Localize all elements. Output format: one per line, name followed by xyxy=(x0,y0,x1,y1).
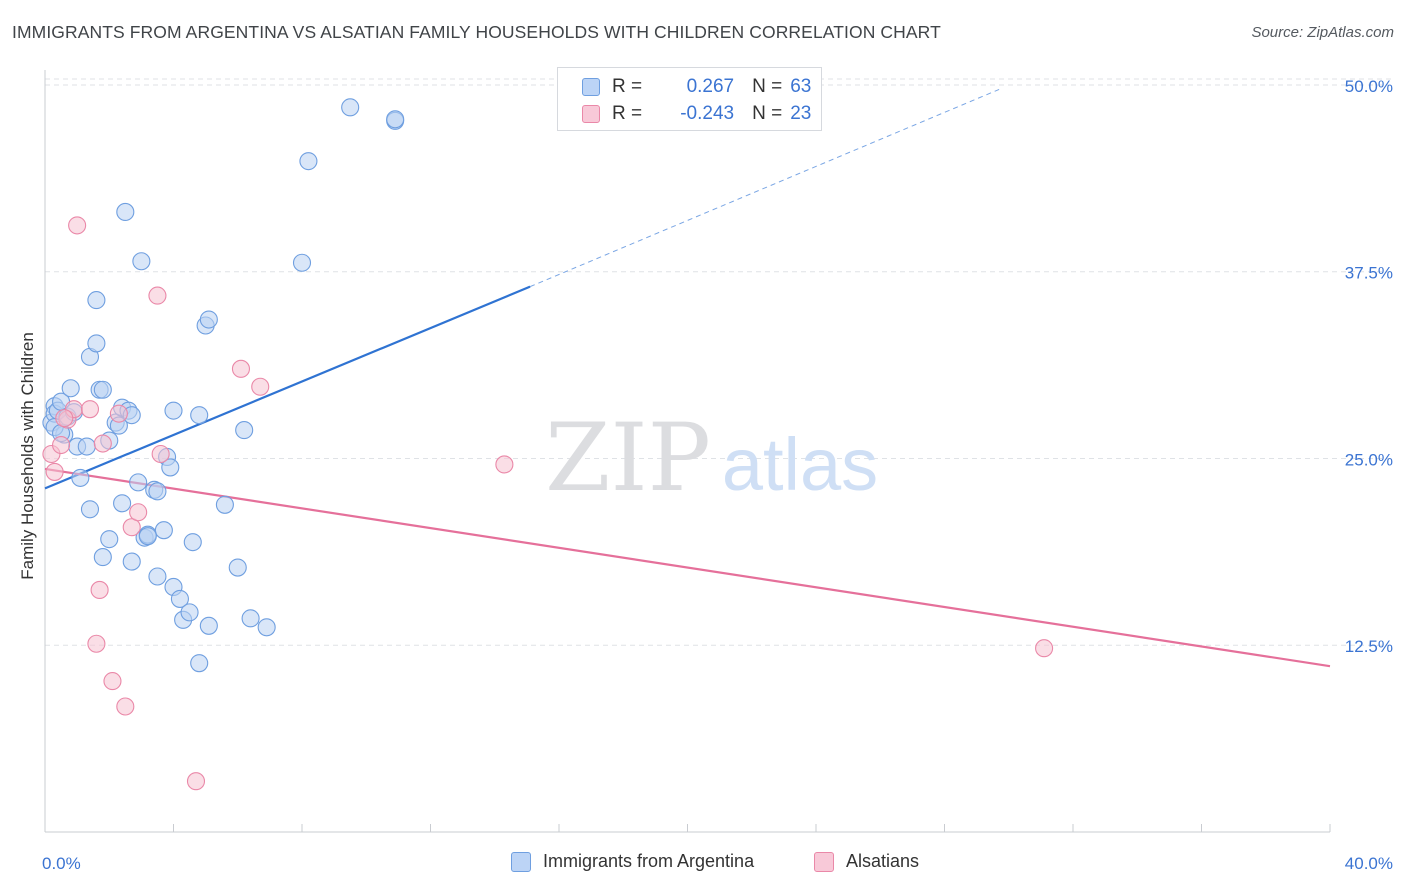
argentina-point xyxy=(161,458,180,477)
r-label: R = xyxy=(612,76,643,97)
argentina-point xyxy=(87,291,106,310)
y-tick-label: 50.0% xyxy=(1345,77,1393,96)
legend-swatch-pink xyxy=(582,105,600,123)
argentina-point xyxy=(80,500,100,519)
argentina-point xyxy=(148,482,167,501)
legend-swatch-blue xyxy=(582,78,600,96)
argentina-point xyxy=(129,473,148,492)
argentina-point xyxy=(113,494,132,513)
argentina-point xyxy=(61,379,80,398)
argentina-point xyxy=(199,310,218,329)
alsatian-point xyxy=(80,400,100,419)
n-value: 63 xyxy=(790,76,812,97)
argentina-trendline-extension xyxy=(529,88,1000,288)
legend-item-alsatians: Alsatians xyxy=(814,851,919,872)
argentina-point xyxy=(241,609,260,628)
argentina-point xyxy=(164,401,183,420)
argentina-point xyxy=(299,152,318,171)
alsatian-point xyxy=(55,409,74,428)
argentina-point xyxy=(116,202,135,221)
alsatian-point xyxy=(186,772,206,791)
argentina-point xyxy=(93,380,112,399)
gridlines xyxy=(45,78,1392,646)
alsatian-point xyxy=(93,434,112,453)
alsatian-point xyxy=(151,444,170,464)
alsatian-point xyxy=(109,404,128,423)
legend-label-alsatians: Alsatians xyxy=(846,851,920,871)
argentina-point xyxy=(180,603,199,622)
alsatian-point xyxy=(129,503,148,522)
argentina-point xyxy=(138,527,157,546)
argentina-point xyxy=(132,252,151,271)
watermark-atlas: atlas xyxy=(722,423,878,506)
alsatian-point xyxy=(251,377,270,396)
alsatian-point xyxy=(90,580,109,600)
argentina-point xyxy=(100,530,119,549)
argentina-point xyxy=(190,406,209,425)
y-axis-label: Family Households with Children xyxy=(18,332,37,580)
alsatian-point xyxy=(68,216,87,235)
trendlines xyxy=(44,88,1331,668)
argentina-point xyxy=(71,468,90,487)
argentina-point xyxy=(199,616,218,635)
alsatian-point xyxy=(1035,639,1054,658)
alsatian-point xyxy=(495,455,514,474)
alsatian-point xyxy=(45,462,64,481)
stats-legend: R = 0.267 N = 63 R = -0.243 N = 23 xyxy=(557,67,822,131)
n-label: N = xyxy=(752,103,783,124)
tick-labels: 12.5% 25.0% 37.5% 50.0% 0.0% 40.0% xyxy=(42,77,1393,873)
argentina-point xyxy=(148,567,167,586)
alsatian-point xyxy=(103,672,122,691)
argentina-point xyxy=(93,548,112,567)
argentina-point xyxy=(122,552,141,571)
chart-source: Source: ZipAtlas.com xyxy=(1251,24,1394,41)
legend-row-argentina: R = 0.267 N = 63 xyxy=(582,74,811,100)
argentina-point xyxy=(386,110,405,129)
y-tick-label: 37.5% xyxy=(1345,264,1393,283)
argentina-point xyxy=(190,654,209,673)
x-tick-label: 0.0% xyxy=(42,854,81,873)
argentina-point xyxy=(235,421,254,440)
argentina-point xyxy=(292,253,312,272)
alsatian-point xyxy=(148,286,167,305)
x-tick-label: 40.0% xyxy=(1345,854,1393,873)
argentina-point xyxy=(154,521,173,540)
n-label: N = xyxy=(752,76,783,97)
argentina-point xyxy=(183,533,202,552)
y-tick-label: 12.5% xyxy=(1345,637,1393,656)
watermark: ZIP atlas xyxy=(545,404,878,513)
alsatian-point xyxy=(52,435,71,455)
argentina-point xyxy=(215,495,234,514)
argentina-point xyxy=(257,618,276,637)
argentina-point xyxy=(170,589,189,608)
watermark-zip: ZIP xyxy=(545,404,711,513)
legend-swatch-pink xyxy=(814,851,834,872)
alsatian-point xyxy=(231,359,251,378)
legend-row-alsatians: R = -0.243 N = 23 xyxy=(582,101,811,127)
n-value: 23 xyxy=(790,103,812,124)
points xyxy=(42,98,1054,791)
argentina-point xyxy=(77,437,96,456)
argentina-point xyxy=(341,98,360,117)
alsatian-point xyxy=(87,634,106,653)
argentina-point xyxy=(228,558,247,577)
legend-swatch-blue xyxy=(511,851,531,872)
alsatian-trendline xyxy=(44,467,1331,668)
argentina-point xyxy=(87,334,106,353)
r-value: -0.243 xyxy=(680,103,735,124)
y-tick-label: 25.0% xyxy=(1345,450,1393,469)
chart-title: IMMIGRANTS FROM ARGENTINA VS ALSATIAN FA… xyxy=(12,22,941,42)
legend-item-argentina: Immigrants from Argentina xyxy=(511,851,754,872)
r-label: R = xyxy=(612,103,643,124)
r-value: 0.267 xyxy=(686,76,735,97)
legend-label-argentina: Immigrants from Argentina xyxy=(543,851,755,871)
argentina-trendline xyxy=(44,285,531,490)
alsatian-point xyxy=(122,518,141,537)
alsatian-point xyxy=(116,697,135,716)
